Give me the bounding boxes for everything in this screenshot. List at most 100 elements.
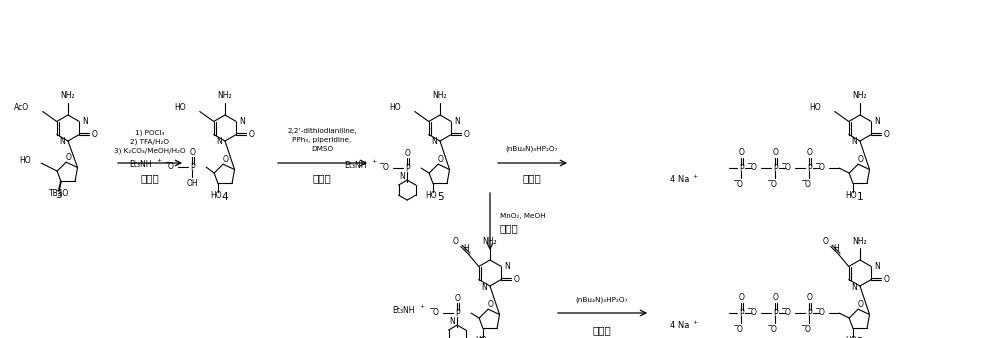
Text: O: O — [772, 148, 778, 156]
Text: O: O — [857, 300, 863, 309]
Text: N: N — [216, 138, 222, 146]
Text: 4 Na: 4 Na — [670, 175, 690, 185]
Text: HO: HO — [425, 191, 437, 200]
Text: Et₃NH: Et₃NH — [393, 306, 415, 315]
Text: 6: 6 — [477, 337, 483, 338]
Text: HO: HO — [845, 191, 857, 200]
Text: NH₂: NH₂ — [483, 237, 497, 245]
Text: 步骤五: 步骤五 — [593, 325, 611, 335]
Text: N: N — [59, 138, 65, 146]
Text: N: N — [481, 283, 487, 291]
Text: O: O — [454, 294, 460, 303]
Text: O: O — [806, 148, 812, 156]
Text: P: P — [807, 309, 811, 318]
Text: ̅O: ̅O — [772, 324, 778, 334]
Text: O: O — [883, 275, 889, 284]
Text: O: O — [823, 237, 829, 246]
Text: NH₂: NH₂ — [218, 92, 232, 100]
Text: 步骤三: 步骤三 — [523, 173, 541, 183]
Text: N: N — [504, 262, 510, 271]
Text: O: O — [248, 130, 254, 139]
Text: OH: OH — [186, 178, 198, 188]
Text: NH₂: NH₂ — [853, 237, 867, 245]
Text: NH₂: NH₂ — [433, 92, 447, 100]
Text: ̅O: ̅O — [786, 163, 792, 172]
Text: P: P — [773, 309, 777, 318]
Text: DMSO: DMSO — [311, 146, 333, 152]
Text: Et₃NH: Et₃NH — [130, 160, 152, 169]
Text: NH₂: NH₂ — [853, 92, 867, 100]
Text: 3: 3 — [55, 190, 61, 200]
Text: +: + — [420, 304, 425, 309]
Text: 4 Na: 4 Na — [670, 320, 690, 330]
Text: 3) K₂CO₃/MeOH/H₂O: 3) K₂CO₃/MeOH/H₂O — [114, 148, 186, 154]
Text: 1: 1 — [857, 192, 863, 202]
Text: N: N — [851, 283, 857, 291]
Text: O: O — [806, 293, 812, 301]
Text: HO: HO — [809, 103, 821, 112]
Text: O: O — [189, 148, 195, 156]
Text: +: + — [157, 158, 162, 163]
Text: Et₃NH: Et₃NH — [345, 161, 367, 170]
Text: N: N — [454, 117, 460, 126]
Text: O: O — [513, 275, 519, 284]
Text: HO: HO — [174, 103, 186, 112]
Text: O: O — [738, 293, 744, 301]
Text: O: O — [883, 130, 889, 139]
Text: HO: HO — [475, 336, 487, 338]
Text: O: O — [222, 155, 228, 164]
Text: 4: 4 — [222, 192, 228, 202]
Text: AcO: AcO — [14, 103, 29, 112]
Text: O: O — [437, 155, 443, 164]
Text: ̅O: ̅O — [806, 324, 812, 334]
Text: P: P — [807, 164, 811, 173]
Text: O: O — [65, 153, 71, 162]
Text: N: N — [874, 117, 880, 126]
Text: P: P — [773, 164, 777, 173]
Text: ̅O: ̅O — [738, 179, 744, 189]
Text: 2) TFA/H₂O: 2) TFA/H₂O — [130, 139, 170, 145]
Text: 步骤四: 步骤四 — [500, 223, 519, 233]
Text: (nBu₄N)₃HP₂O₇: (nBu₄N)₃HP₂O₇ — [506, 146, 558, 152]
Text: PPh₃, piperidine,: PPh₃, piperidine, — [292, 137, 352, 143]
Text: P: P — [405, 164, 409, 173]
Text: ̅O: ̅O — [738, 324, 744, 334]
Text: N: N — [239, 117, 245, 126]
Text: HO: HO — [389, 103, 401, 112]
Text: O: O — [738, 148, 744, 156]
Text: N: N — [874, 262, 880, 271]
Text: +: + — [692, 319, 698, 324]
Text: H: H — [833, 244, 839, 253]
Text: P: P — [739, 164, 743, 173]
Text: O: O — [463, 130, 469, 139]
Text: N: N — [431, 138, 437, 146]
Text: +: + — [692, 174, 698, 179]
Text: O: O — [487, 300, 493, 309]
Text: O: O — [857, 155, 863, 164]
Text: ̅O: ̅O — [169, 162, 175, 171]
Text: 2,2’-dithiodianiline,: 2,2’-dithiodianiline, — [287, 128, 357, 134]
Text: 步骤一: 步骤一 — [141, 173, 159, 183]
Text: O: O — [91, 130, 97, 139]
Text: HO: HO — [210, 191, 222, 200]
Text: 5: 5 — [437, 192, 443, 202]
Text: HO: HO — [20, 155, 31, 165]
Text: ̅O: ̅O — [772, 179, 778, 189]
Text: O: O — [404, 149, 410, 158]
Text: P: P — [190, 163, 194, 172]
Text: H: H — [463, 244, 469, 253]
Text: 2: 2 — [857, 337, 863, 338]
Text: 步骤二: 步骤二 — [313, 173, 331, 183]
Text: NH₂: NH₂ — [61, 92, 75, 100]
Text: ̅O: ̅O — [752, 308, 758, 317]
Text: TBSO: TBSO — [49, 189, 69, 198]
Text: N: N — [82, 117, 88, 126]
Text: P: P — [739, 309, 743, 318]
Text: ̅O: ̅O — [806, 179, 812, 189]
Text: N: N — [399, 172, 405, 180]
Text: O: O — [772, 293, 778, 301]
Text: N: N — [851, 138, 857, 146]
Text: ̅O: ̅O — [786, 308, 792, 317]
Text: (nBu₄N)₃HP₂O₇: (nBu₄N)₃HP₂O₇ — [576, 297, 628, 303]
Text: ̅O: ̅O — [752, 163, 758, 172]
